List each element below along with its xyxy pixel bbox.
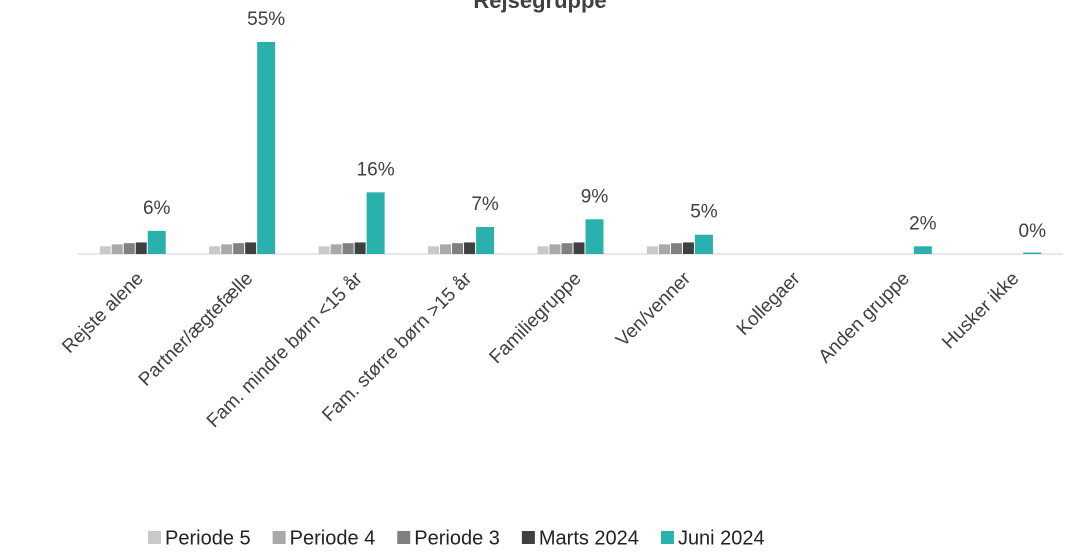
x-tick-label: Kollegaer [733, 268, 805, 340]
bar [147, 230, 166, 254]
legend-swatch [660, 531, 674, 544]
value-label: 55% [247, 9, 285, 30]
bar [646, 246, 658, 254]
bar [585, 219, 604, 254]
value-label: 5% [690, 202, 718, 223]
legend-label: Periode 5 [165, 527, 251, 549]
bar [573, 242, 585, 254]
bar [682, 242, 694, 254]
bar [913, 246, 932, 254]
legend-swatch [272, 531, 286, 544]
bar [561, 243, 573, 254]
bar [221, 244, 233, 254]
value-label: 7% [471, 194, 499, 215]
bar [330, 244, 342, 254]
value-label: 9% [581, 186, 609, 207]
bar [342, 243, 354, 254]
bar [111, 244, 123, 254]
x-tick-label: Ven/venner [612, 268, 695, 351]
bar [209, 246, 221, 254]
bar [440, 244, 452, 254]
x-tick-label: Partner/ægtefælle [135, 268, 257, 390]
bar [257, 42, 276, 254]
x-tick-label: Rejste alene [58, 268, 148, 358]
bar [135, 242, 147, 254]
bar [658, 244, 670, 254]
value-label: 16% [357, 159, 395, 180]
bar [354, 242, 366, 254]
legend-swatch [521, 531, 535, 544]
legend-label: Periode 4 [290, 527, 376, 549]
x-tick-label: Familiegruppe [486, 268, 586, 368]
bar [245, 242, 257, 254]
bar [428, 246, 440, 254]
bar [99, 246, 111, 254]
legend-swatch [148, 531, 161, 544]
legend-swatch [397, 531, 411, 544]
value-label: 6% [143, 198, 171, 219]
bar [1023, 252, 1042, 254]
bar [464, 242, 476, 254]
x-tick-label: Husker ikke [938, 268, 1023, 353]
bar [549, 244, 561, 254]
bar [537, 246, 549, 254]
bar [366, 192, 385, 254]
bar [318, 246, 330, 254]
bar [123, 243, 135, 254]
bar [476, 227, 495, 254]
bar [694, 234, 713, 254]
bar [670, 243, 682, 254]
legend-label: Juni 2024 [678, 527, 765, 549]
legend-label: Marts 2024 [539, 527, 639, 549]
value-label: 0% [1019, 221, 1047, 242]
bar [233, 243, 245, 254]
legend-label: Periode 3 [414, 527, 500, 549]
bar [452, 243, 464, 254]
x-tick-label: Anden gruppe [815, 268, 914, 367]
chart-title: Rejsegruppe [473, 0, 606, 13]
value-label: 2% [909, 213, 937, 234]
